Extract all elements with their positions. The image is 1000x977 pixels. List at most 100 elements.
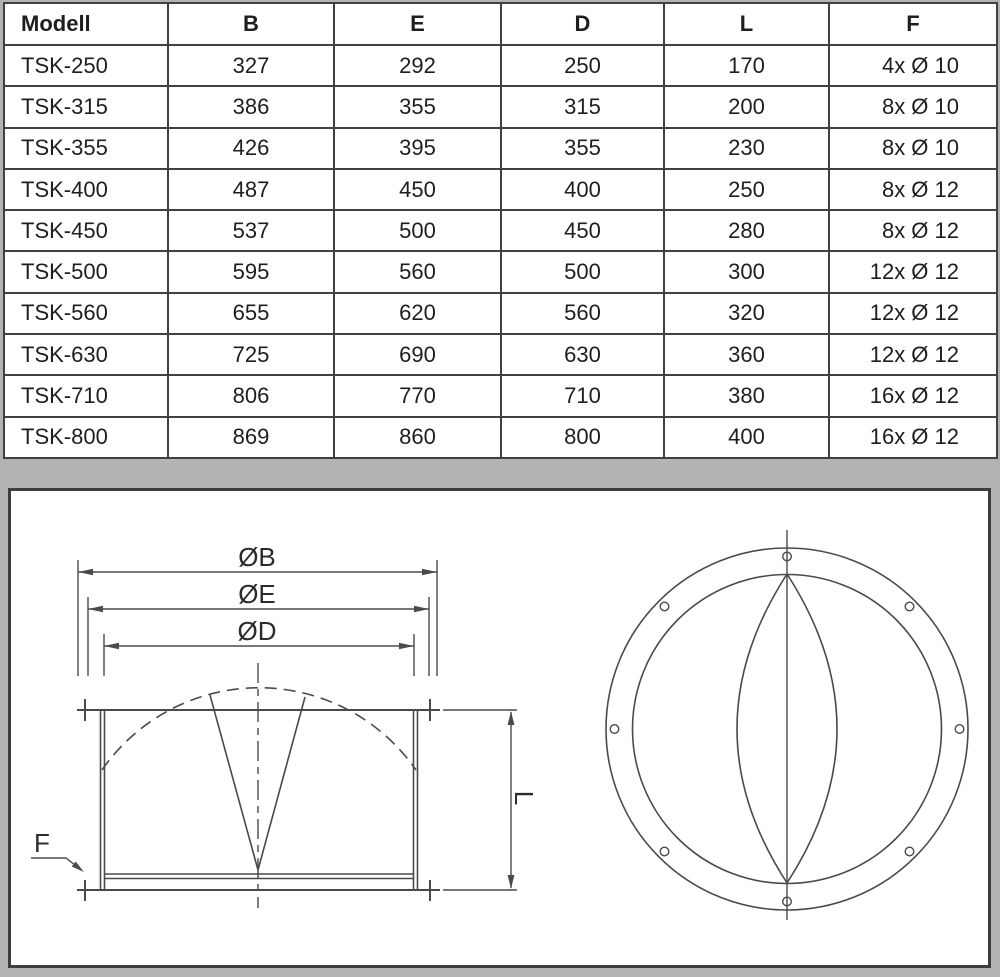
value-cell: 450 bbox=[500, 209, 665, 253]
table-row: TSK-710 806 770 710 380 16x Ø 12 bbox=[3, 374, 998, 418]
value-cell: 200 bbox=[663, 85, 830, 129]
label-flange-hole: F bbox=[34, 828, 50, 858]
value-cell: 690 bbox=[333, 333, 502, 377]
column-header-l: L bbox=[663, 2, 830, 46]
column-header-b: B bbox=[167, 2, 335, 46]
table-row: TSK-630 725 690 630 360 12x Ø 12 bbox=[3, 333, 998, 377]
model-cell: TSK-400 bbox=[3, 167, 169, 212]
value-cell: 8x Ø 12 bbox=[828, 209, 998, 253]
value-cell: 869 bbox=[167, 415, 335, 460]
table-body: TSK-250 327 292 250 170 4x Ø 10 TSK-315 386 355 3… bbox=[3, 43, 998, 460]
value-cell: 500 bbox=[500, 250, 665, 294]
value-cell: 8x Ø 12 bbox=[828, 167, 998, 212]
blade-edges bbox=[209, 694, 306, 871]
value-cell: 537 bbox=[167, 209, 335, 253]
value-cell: 12x Ø 12 bbox=[828, 250, 998, 294]
value-cell: 560 bbox=[500, 291, 665, 336]
value-cell: 386 bbox=[167, 85, 335, 129]
side-view-drawing: ØB ØE ØD bbox=[31, 542, 539, 908]
value-cell: 400 bbox=[500, 167, 665, 212]
dimensions-table: Modell B E D L F TSK-250 327 292 250 170 4x Ø 10 TS… bbox=[3, 2, 998, 460]
model-cell: TSK-355 bbox=[3, 126, 169, 170]
value-cell: 355 bbox=[333, 85, 502, 129]
value-cell: 655 bbox=[167, 291, 335, 336]
value-cell: 170 bbox=[663, 43, 830, 88]
table-row: TSK-450 537 500 450 280 8x Ø 12 bbox=[3, 209, 998, 253]
value-cell: 500 bbox=[333, 209, 502, 253]
value-cell: 327 bbox=[167, 43, 335, 88]
dim-label-diameter-d: ØD bbox=[238, 616, 277, 646]
extension-lines bbox=[77, 560, 438, 676]
value-cell: 12x Ø 12 bbox=[828, 291, 998, 336]
dimension-line-e: ØE bbox=[88, 579, 429, 613]
table-row: TSK-400 487 450 400 250 8x Ø 12 bbox=[3, 167, 998, 212]
value-cell: 630 bbox=[500, 333, 665, 377]
value-cell: 8x Ø 10 bbox=[828, 126, 998, 170]
model-cell: TSK-560 bbox=[3, 291, 169, 336]
value-cell: 16x Ø 12 bbox=[828, 374, 998, 418]
model-cell: TSK-315 bbox=[3, 85, 169, 129]
value-cell: 250 bbox=[663, 167, 830, 212]
value-cell: 360 bbox=[663, 333, 830, 377]
value-cell: 620 bbox=[333, 291, 502, 336]
drawing-panel bbox=[8, 488, 991, 968]
model-cell: TSK-250 bbox=[3, 43, 169, 88]
value-cell: 230 bbox=[663, 126, 830, 170]
value-cell: 315 bbox=[500, 85, 665, 129]
table-row: TSK-250 327 292 250 170 4x Ø 10 bbox=[3, 43, 998, 88]
table-row: TSK-560 655 620 560 320 12x Ø 12 bbox=[3, 291, 998, 336]
value-cell: 292 bbox=[333, 43, 502, 88]
value-cell: 426 bbox=[167, 126, 335, 170]
shutter-blades bbox=[101, 663, 417, 908]
flange-hole-callout: F bbox=[31, 828, 84, 872]
value-cell: 806 bbox=[167, 374, 335, 418]
value-cell: 710 bbox=[500, 374, 665, 418]
table-header: Modell B E D L F bbox=[3, 2, 998, 46]
table-row: TSK-500 595 560 500 300 12x Ø 12 bbox=[3, 250, 998, 294]
value-cell: 595 bbox=[167, 250, 335, 294]
table-row: TSK-800 869 860 800 400 16x Ø 12 bbox=[3, 415, 998, 460]
front-view-drawing bbox=[605, 530, 969, 920]
model-cell: TSK-500 bbox=[3, 250, 169, 294]
table-row: TSK-315 386 355 315 200 8x Ø 10 bbox=[3, 85, 998, 129]
value-cell: 280 bbox=[663, 209, 830, 253]
value-cell: 12x Ø 12 bbox=[828, 333, 998, 377]
value-cell: 16x Ø 12 bbox=[828, 415, 998, 460]
value-cell: 725 bbox=[167, 333, 335, 377]
outer-flange-circle bbox=[605, 547, 969, 911]
value-cell: 800 bbox=[500, 415, 665, 460]
value-cell: 560 bbox=[333, 250, 502, 294]
model-cell: TSK-630 bbox=[3, 333, 169, 377]
dim-label-diameter-e: ØE bbox=[238, 579, 276, 609]
value-cell: 380 bbox=[663, 374, 830, 418]
column-header-d: D bbox=[500, 2, 665, 46]
value-cell: 395 bbox=[333, 126, 502, 170]
value-cell: 400 bbox=[663, 415, 830, 460]
dim-label-diameter-b: ØB bbox=[238, 542, 276, 572]
model-cell: TSK-800 bbox=[3, 415, 169, 460]
value-cell: 250 bbox=[500, 43, 665, 88]
dimensions-table-wrap: Modell B E D L F TSK-250 327 292 250 170 4x Ø 10 TS… bbox=[3, 2, 998, 460]
dimension-line-d: ØD bbox=[104, 616, 414, 650]
table-row: TSK-355 426 395 355 230 8x Ø 10 bbox=[3, 126, 998, 170]
model-cell: TSK-450 bbox=[3, 209, 169, 253]
table-header-row: Modell B E D L F bbox=[3, 2, 998, 46]
dimension-line-b: ØB bbox=[78, 542, 437, 576]
model-cell: TSK-710 bbox=[3, 374, 169, 418]
column-header-f: F bbox=[828, 2, 998, 46]
value-cell: 450 bbox=[333, 167, 502, 212]
value-cell: 8x Ø 10 bbox=[828, 85, 998, 129]
value-cell: 355 bbox=[500, 126, 665, 170]
shutter-blade-lens bbox=[736, 573, 838, 885]
dim-label-length: L bbox=[509, 791, 539, 805]
value-cell: 320 bbox=[663, 291, 830, 336]
value-cell: 860 bbox=[333, 415, 502, 460]
column-header-modell: Modell bbox=[3, 2, 169, 46]
value-cell: 300 bbox=[663, 250, 830, 294]
blade-swing-arc bbox=[101, 687, 417, 771]
dimension-line-l: L bbox=[443, 709, 539, 891]
bolt-holes bbox=[609, 551, 965, 907]
value-cell: 487 bbox=[167, 167, 335, 212]
value-cell: 4x Ø 10 bbox=[828, 43, 998, 88]
